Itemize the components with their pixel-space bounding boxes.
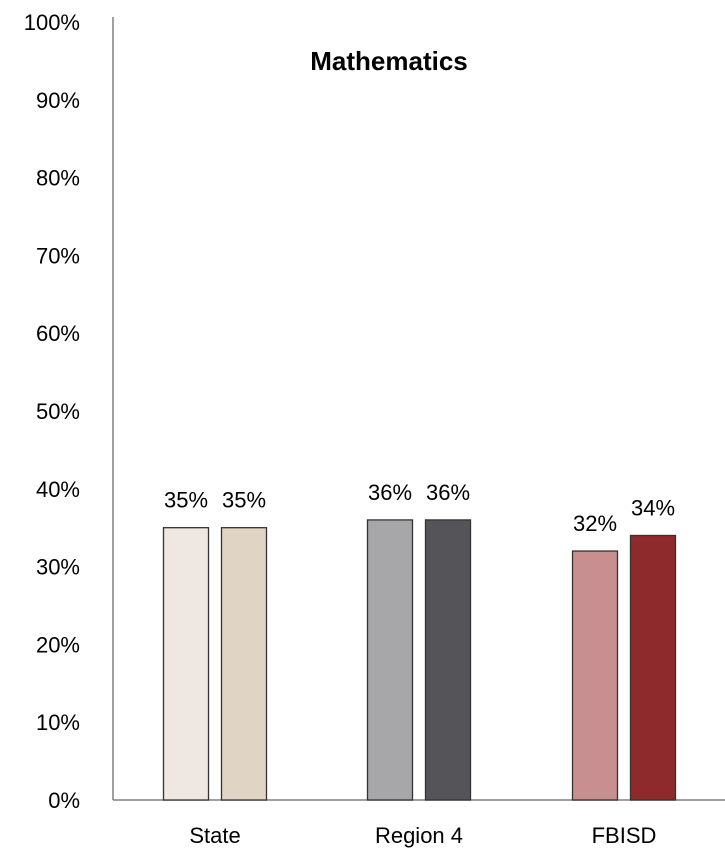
data-labels: 35% 35% 36% 36% 32% 34% (164, 480, 675, 536)
category-label: Region 4 (375, 823, 463, 848)
bar (629, 534, 677, 801)
y-tick-label: 50% (36, 399, 80, 424)
category-label: State (189, 823, 240, 848)
category-label: FBISD (592, 823, 657, 848)
data-label: 36% (368, 480, 412, 505)
bar (366, 519, 414, 801)
y-tick-label: 80% (36, 166, 80, 191)
y-tick-label: 30% (36, 555, 80, 580)
chart-title: Mathematics (310, 46, 468, 76)
bar (424, 519, 472, 801)
data-label: 35% (222, 488, 266, 513)
y-tick-label: 20% (36, 632, 80, 657)
bar (571, 550, 619, 801)
bar (220, 527, 268, 801)
data-label: 34% (631, 495, 675, 520)
y-tick-label: 40% (36, 477, 80, 502)
data-label: 32% (573, 511, 617, 536)
bar-group (162, 519, 677, 801)
y-tick-label: 10% (36, 710, 80, 735)
y-tick-label: 100% (24, 10, 80, 35)
y-tick-labels: 0% 10% 20% 30% 40% 50% 60% 70% 80% 90% 100% (24, 10, 80, 813)
data-label: 35% (164, 488, 208, 513)
y-tick-label: 90% (36, 88, 80, 113)
y-tick-label: 70% (36, 243, 80, 268)
bar (162, 527, 210, 801)
y-tick-label: 0% (48, 788, 80, 813)
data-label: 36% (426, 480, 470, 505)
category-labels: State Region 4 FBISD (189, 823, 656, 848)
y-tick-label: 60% (36, 321, 80, 346)
